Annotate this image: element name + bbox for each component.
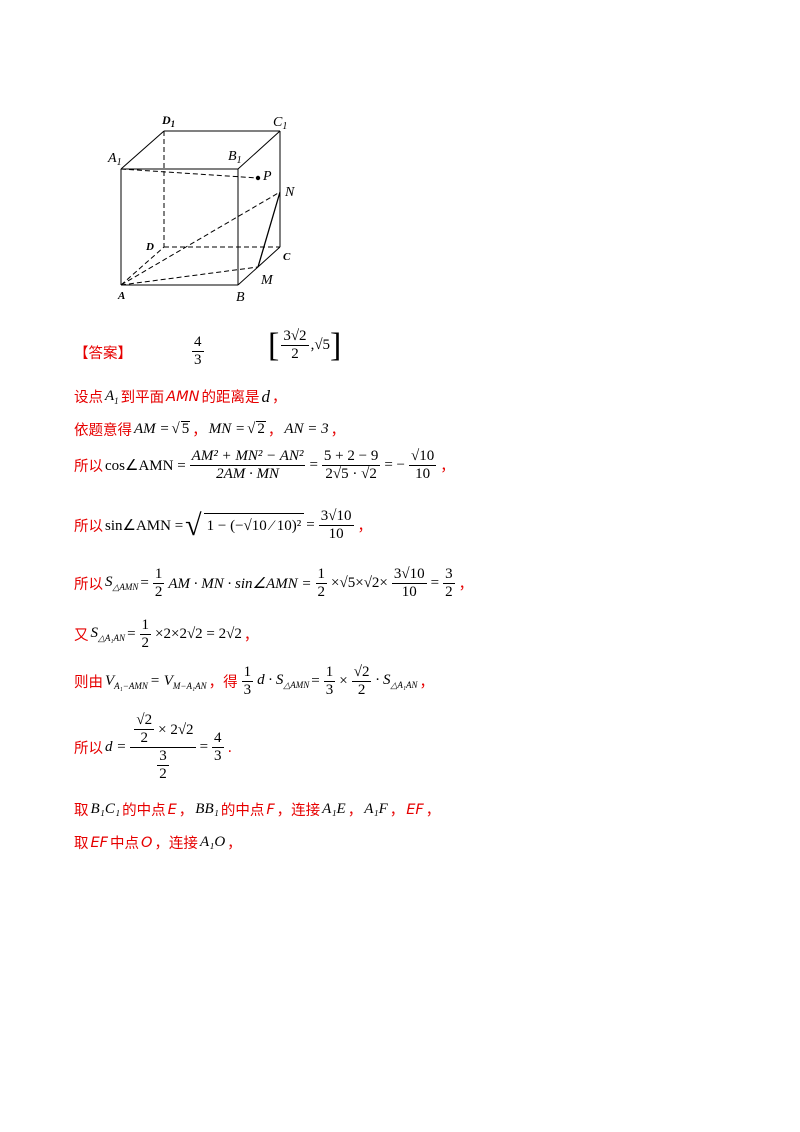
edge-ad [120,246,165,286]
label-n: N [284,185,295,200]
edge-mn [257,191,281,268]
label-b1: B1 [228,149,242,166]
line-9: 取 B₁C₁ 的中点 E ， BB₁ 的中点 F ，连接 A₁E ， A₁F ，… [74,801,441,819]
answer-label: 【答案】 [74,346,132,362]
line-3: 所以 cos∠AMN = AM² + MN² − AN² 2AM · MN = 5… [74,448,455,482]
label-m: M [260,273,274,288]
edge-b1c1 [237,130,281,170]
line-2: 依题意得 AM = 5 ， MN = 2 ， AN = 3 ， [74,419,345,440]
answer-second: [ 3√2 2 ,√5 ] [268,326,342,364]
line-4: 所以 sin∠AMN = √ 1 − (−√10 ⁄ 10)² = 3√10 10… [74,508,372,542]
cube-diagram: A1 D1 C1 B1 P N D C M A B [107,113,295,305]
label-a: A [117,290,125,302]
line-1: 设点 A1 到平面 AMN 的距离是 d ， [74,386,287,407]
edge-bc [237,246,281,286]
label-b: B [236,290,245,305]
label-c1: C1 [273,115,287,132]
edge-am [120,266,259,286]
label-d1: D1 [161,113,175,129]
line-10: 取 EF 中点 O ，连接 A₁O ， [74,834,242,852]
edge-a1p [120,168,259,179]
point-p [255,175,261,181]
label-c: C [283,251,291,263]
label-d: D [145,241,154,253]
label-a1: A1 [107,151,122,168]
edge-a1d1 [120,130,165,170]
label-p: P [262,169,272,184]
edge-an [120,191,281,286]
